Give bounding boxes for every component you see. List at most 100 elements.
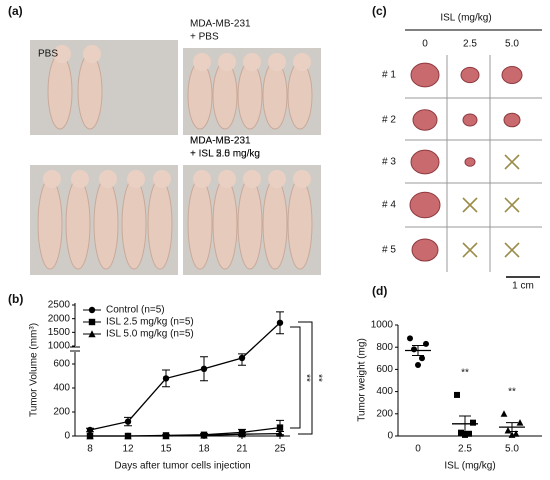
mouse-head	[218, 53, 236, 71]
photo-label: + ISL 5.0 mg/kg	[190, 149, 260, 160]
mouse	[237, 61, 263, 130]
mouse-head	[153, 170, 171, 188]
x-tick-label: 18	[198, 444, 210, 455]
mouse	[262, 178, 288, 270]
marker	[124, 418, 132, 425]
tumor	[411, 238, 439, 262]
marker	[88, 330, 96, 338]
tumor	[503, 112, 521, 128]
mouse-head	[71, 170, 89, 188]
mouse-head	[268, 170, 286, 188]
tumor	[464, 157, 476, 167]
significance: **	[312, 374, 323, 382]
marker	[407, 335, 413, 342]
photos: PBS MDA-MB-231 + PBS MDA-MB-231 + ISL 2.5 mg…	[30, 19, 321, 275]
mouse	[47, 53, 73, 130]
significance: **	[300, 374, 311, 382]
absent	[504, 154, 520, 170]
mouse-head	[193, 53, 211, 71]
marker	[500, 410, 508, 417]
absent	[462, 242, 478, 258]
row-label: # 3	[382, 157, 396, 168]
y-tick-label: 200	[53, 407, 70, 418]
marker	[462, 431, 468, 438]
marker	[88, 306, 96, 314]
legend-label: ISL 5.0 mg/kg (n=5)	[106, 329, 194, 340]
marker	[411, 346, 417, 353]
mouse	[65, 178, 91, 270]
marker	[200, 431, 208, 439]
y-tick-label: 0	[387, 431, 393, 442]
y-tick-label: 1000	[371, 320, 394, 331]
marker	[88, 318, 96, 326]
photo-label: MDA-MB-231	[190, 136, 251, 147]
mouse-head	[243, 53, 261, 71]
y-tick-label: 400	[376, 386, 393, 397]
photo-label: + ISL 2.5 mg/kg	[190, 149, 260, 160]
marker	[238, 430, 246, 438]
sem-bar	[459, 415, 471, 433]
marker	[276, 319, 284, 326]
mouse	[121, 178, 147, 270]
x-tick-label: 21	[236, 444, 248, 455]
y-tick-label: 200	[376, 408, 393, 419]
marker	[454, 391, 460, 398]
mouse	[287, 61, 313, 130]
tumor	[410, 62, 440, 88]
mouse-head	[43, 170, 61, 188]
marker	[512, 430, 520, 437]
x-label: Days after tumor cells injection	[114, 461, 250, 472]
mouse	[147, 178, 173, 270]
y-tick-label: 0	[64, 431, 70, 442]
marker	[516, 419, 524, 426]
marker	[419, 355, 425, 362]
y-tick-label: 1500	[48, 327, 71, 338]
tumor	[501, 66, 523, 84]
column-label: 5.0	[505, 39, 519, 50]
marker	[200, 365, 208, 372]
panel-label: (c)	[372, 4, 387, 18]
mouse-head	[268, 53, 286, 71]
x-tick-label: 2.5	[458, 444, 472, 455]
mouse-head	[53, 45, 71, 63]
marker	[162, 432, 170, 440]
mouse	[212, 61, 238, 130]
marker	[466, 430, 472, 437]
series-line	[90, 432, 281, 437]
tumor	[462, 113, 478, 127]
mouse-head	[293, 170, 311, 188]
sem-bar	[412, 345, 424, 357]
mouse	[287, 178, 313, 270]
y-tick-label: 2000	[48, 313, 71, 324]
absent	[504, 197, 520, 213]
axis-break	[70, 346, 80, 352]
mouse	[262, 61, 288, 130]
y-tick-label: 600	[376, 364, 393, 375]
table-header: ISL (mg/kg)	[440, 13, 491, 24]
sem-bar	[506, 422, 518, 433]
y-label: Tumor weight (mg)	[357, 338, 368, 422]
mouse-head	[243, 170, 261, 188]
column-label: 0	[422, 39, 428, 50]
weight-chart: 0 200 400 600 800 1000 ISL (mg/kg) Tumor weight…	[357, 320, 542, 472]
tumor	[412, 109, 438, 131]
legend-label: Control (n=5)	[106, 305, 165, 316]
marker	[470, 419, 476, 426]
mouse	[237, 178, 263, 270]
marker	[458, 429, 464, 436]
x-tick-label: 8	[87, 444, 93, 455]
panel-label: (a)	[8, 4, 23, 18]
x-tick-label: 15	[160, 444, 172, 455]
scale-label: 1 cm	[512, 281, 534, 292]
row-label: # 4	[382, 200, 396, 211]
mouse	[187, 61, 213, 130]
mouse	[187, 178, 213, 270]
y-tick-label: 400	[53, 383, 70, 394]
marker	[86, 426, 94, 434]
mouse-head	[218, 170, 236, 188]
mouse	[37, 178, 63, 270]
tumor	[460, 66, 480, 84]
x-tick-label: 5.0	[505, 444, 519, 455]
mouse-head	[99, 170, 117, 188]
